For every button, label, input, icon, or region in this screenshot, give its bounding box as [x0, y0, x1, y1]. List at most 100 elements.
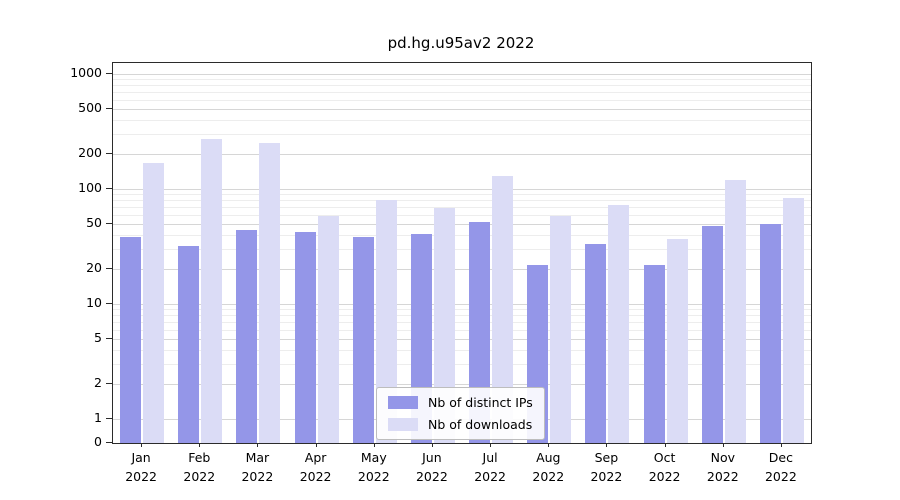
- x-tick-label: May 2022: [339, 449, 409, 487]
- y-tick-mark: [106, 107, 112, 109]
- x-tick-mark: [141, 443, 143, 447]
- bar-distinct-ips-jan: [120, 237, 142, 443]
- minor-gridline: [113, 194, 811, 196]
- y-tick-label: 1: [94, 410, 102, 425]
- minor-gridline: [113, 85, 811, 87]
- legend-item: Nb of downloads: [388, 417, 533, 432]
- minor-gridline: [113, 364, 811, 366]
- y-tick-mark: [106, 337, 112, 339]
- x-tick-year: 2022: [764, 468, 797, 484]
- bar-downloads-mar: [259, 143, 281, 443]
- y-tick-label: 50: [86, 214, 102, 230]
- x-tick-month: Feb: [188, 450, 211, 465]
- x-tick-month: Oct: [653, 450, 676, 465]
- y-tick-mark: [106, 383, 112, 385]
- minor-gridline: [113, 321, 811, 323]
- x-tick-mark: [373, 443, 375, 447]
- minor-gridline: [113, 214, 811, 216]
- x-tick-mark: [722, 443, 724, 447]
- x-tick-mark: [490, 443, 492, 447]
- x-tick-label: Aug 2022: [513, 449, 583, 487]
- x-tick-month: Jan: [131, 450, 151, 465]
- x-tick-year: 2022: [532, 468, 565, 484]
- x-tick-label: Sep 2022: [571, 449, 641, 487]
- x-tick-mark: [257, 443, 259, 447]
- x-tick-year: 2022: [590, 468, 623, 484]
- bar-downloads-feb: [201, 139, 223, 443]
- bar-distinct-ips-apr: [294, 232, 316, 443]
- minor-gridline: [113, 329, 811, 331]
- minor-gridline: [113, 206, 811, 208]
- bar-distinct-ips-mar: [236, 230, 258, 443]
- y-tick-mark: [106, 442, 112, 443]
- y-tick-label: 10: [86, 295, 102, 310]
- x-tick-year: 2022: [648, 468, 681, 484]
- y-tick-mark: [106, 303, 112, 304]
- x-tick-year: 2022: [706, 468, 739, 484]
- minor-gridline: [113, 349, 811, 351]
- x-tick-mark: [315, 443, 317, 447]
- major-gridline: [113, 154, 811, 156]
- legend-swatch: [388, 418, 418, 431]
- y-tick-label: 20: [86, 260, 102, 276]
- major-gridline: [113, 384, 811, 386]
- y-tick-mark: [106, 188, 112, 189]
- bar-downloads-nov: [724, 179, 746, 443]
- y-tick-mark: [106, 418, 112, 419]
- y-tick-mark: [106, 222, 112, 224]
- legend-swatch: [388, 396, 418, 409]
- bar-distinct-ips-sep: [585, 244, 607, 443]
- y-tick-label: 200: [78, 145, 102, 161]
- x-tick-year: 2022: [183, 468, 216, 484]
- bar-downloads-jan: [143, 162, 165, 443]
- x-tick-year: 2022: [241, 468, 274, 484]
- minor-gridline: [113, 91, 811, 93]
- bar-distinct-ips-dec: [759, 223, 781, 443]
- y-tick-label: 100: [78, 180, 102, 195]
- y-tick-mark: [106, 268, 112, 270]
- x-tick-label: Apr 2022: [281, 449, 351, 487]
- y-tick-label: 1000: [70, 65, 102, 80]
- x-tick-label: Nov 2022: [688, 449, 758, 487]
- bar-distinct-ips-feb: [178, 245, 200, 443]
- x-tick-month: Jul: [482, 450, 498, 465]
- minor-gridline: [113, 99, 811, 101]
- bar-distinct-ips-may: [352, 237, 374, 443]
- y-tick-label: 2: [94, 375, 102, 391]
- major-gridline: [113, 269, 811, 271]
- x-tick-mark: [606, 443, 608, 447]
- x-tick-year: 2022: [125, 468, 157, 484]
- legend-label: Nb of downloads: [428, 417, 533, 432]
- major-gridline: [113, 74, 811, 75]
- x-tick-month: Nov: [710, 450, 735, 465]
- minor-gridline: [113, 234, 811, 236]
- x-tick-month: Jun: [422, 450, 442, 465]
- bar-downloads-jun: [433, 208, 455, 443]
- x-tick-mark: [780, 443, 782, 447]
- minor-gridline: [113, 134, 811, 136]
- x-tick-label: Jan 2022: [106, 449, 176, 487]
- x-tick-mark: [431, 443, 433, 447]
- x-tick-month: Mar: [245, 450, 270, 465]
- legend-label: Nb of distinct IPs: [428, 395, 533, 410]
- x-tick-mark: [548, 443, 550, 447]
- y-tick-label: 0: [94, 434, 102, 449]
- x-tick-year: 2022: [357, 468, 390, 484]
- x-tick-label: Dec 2022: [746, 449, 816, 487]
- bar-downloads-jul: [492, 175, 514, 443]
- bar-downloads-dec: [782, 198, 804, 443]
- major-gridline: [113, 108, 811, 110]
- bar-downloads-apr: [317, 216, 339, 443]
- minor-gridline: [113, 79, 811, 81]
- bar-downloads-sep: [608, 205, 630, 443]
- x-tick-year: 2022: [415, 468, 448, 484]
- x-tick-month: May: [360, 450, 387, 465]
- y-tick-mark: [106, 153, 112, 155]
- x-tick-label: Mar 2022: [222, 449, 292, 487]
- minor-gridline: [113, 119, 811, 121]
- x-tick-month: Sep: [594, 450, 619, 465]
- major-gridline: [113, 223, 811, 225]
- bar-downloads-aug: [550, 216, 572, 443]
- bar-downloads-oct: [666, 238, 688, 443]
